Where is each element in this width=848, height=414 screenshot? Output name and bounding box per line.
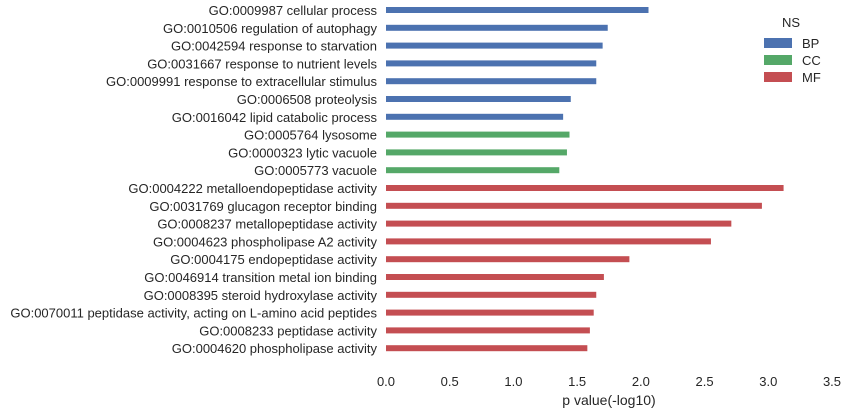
legend-label-mf: MF xyxy=(802,70,821,85)
category-label: GO:0004175 endopeptidase activity xyxy=(170,252,377,267)
category-label: GO:0004623 phospholipase A2 activity xyxy=(153,234,378,249)
bar-9 xyxy=(386,149,567,156)
x-tick-label: 3.0 xyxy=(759,374,777,389)
x-tick-label: 3.5 xyxy=(823,374,841,389)
x-tick-label: 1.0 xyxy=(504,374,522,389)
x-tick-label: 2.5 xyxy=(696,374,714,389)
bar-4 xyxy=(386,60,597,67)
bar-20 xyxy=(386,345,588,352)
bar-6 xyxy=(386,96,571,102)
bar-14 xyxy=(386,238,711,245)
category-label: GO:0008233 peptidase activity xyxy=(199,323,377,338)
bar-13 xyxy=(386,220,732,227)
x-tick-label: 1.5 xyxy=(568,374,586,389)
bar-17 xyxy=(386,291,597,298)
x-tick-labels: 0.0 0.5 1.0 1.5 2.0 2.5 3.0 3.5 xyxy=(377,374,841,389)
category-label: GO:0006508 proteolysis xyxy=(237,92,378,107)
legend-swatch-cc xyxy=(764,55,792,65)
bar-18 xyxy=(386,309,594,316)
legend-label-bp: BP xyxy=(802,36,819,51)
category-label: GO:0005764 lysosome xyxy=(244,128,377,143)
category-label: GO:0010506 regulation of autophagy xyxy=(163,21,377,36)
legend: NS BP CC MF xyxy=(764,15,821,85)
bar-7 xyxy=(386,113,564,120)
bar-16 xyxy=(386,274,604,280)
category-label: GO:0031667 response to nutrient levels xyxy=(147,56,377,71)
category-label: GO:0004222 metalloendopeptidase activity xyxy=(128,181,377,196)
category-label: GO:0005773 vacuole xyxy=(254,163,377,178)
bars xyxy=(386,7,784,352)
bar-1 xyxy=(386,7,649,13)
bar-3 xyxy=(386,42,603,49)
x-axis-label: p value(-log10) xyxy=(562,392,655,408)
legend-title: NS xyxy=(782,15,800,30)
bar-10 xyxy=(386,167,560,174)
legend-label-cc: CC xyxy=(802,53,821,68)
legend-swatch-mf xyxy=(764,72,792,82)
bar-2 xyxy=(386,24,608,31)
category-labels: GO:0009987 cellular process GO:0010506 re… xyxy=(10,3,377,356)
category-label: GO:0070011 peptidase activity, acting on… xyxy=(10,306,377,321)
legend-swatch-bp xyxy=(764,38,792,48)
bar-12 xyxy=(386,202,762,209)
category-label: GO:0009987 cellular process xyxy=(209,3,378,18)
category-label: GO:0009991 response to extracellular sti… xyxy=(106,74,377,89)
bar-19 xyxy=(386,327,590,334)
bar-5 xyxy=(386,78,597,85)
bar-11 xyxy=(386,185,784,191)
category-label: GO:0042594 response to starvation xyxy=(171,39,377,54)
x-tick-label: 0.5 xyxy=(441,374,459,389)
category-label: GO:0004620 phospholipase activity xyxy=(172,341,378,356)
x-tick-label: 0.0 xyxy=(377,374,395,389)
category-label: GO:0046914 transition metal ion binding xyxy=(144,270,377,285)
bar-15 xyxy=(386,256,630,263)
category-label: GO:0016042 lipid catabolic process xyxy=(172,110,378,125)
category-label: GO:0031769 glucagon receptor binding xyxy=(149,199,377,214)
category-label: GO:0008395 steroid hydroxylase activity xyxy=(144,288,378,303)
bar-8 xyxy=(386,131,570,138)
x-tick-label: 2.0 xyxy=(632,374,650,389)
category-label: GO:0000323 lytic vacuole xyxy=(228,145,377,160)
category-label: GO:0008237 metallopeptidase activity xyxy=(157,217,377,232)
